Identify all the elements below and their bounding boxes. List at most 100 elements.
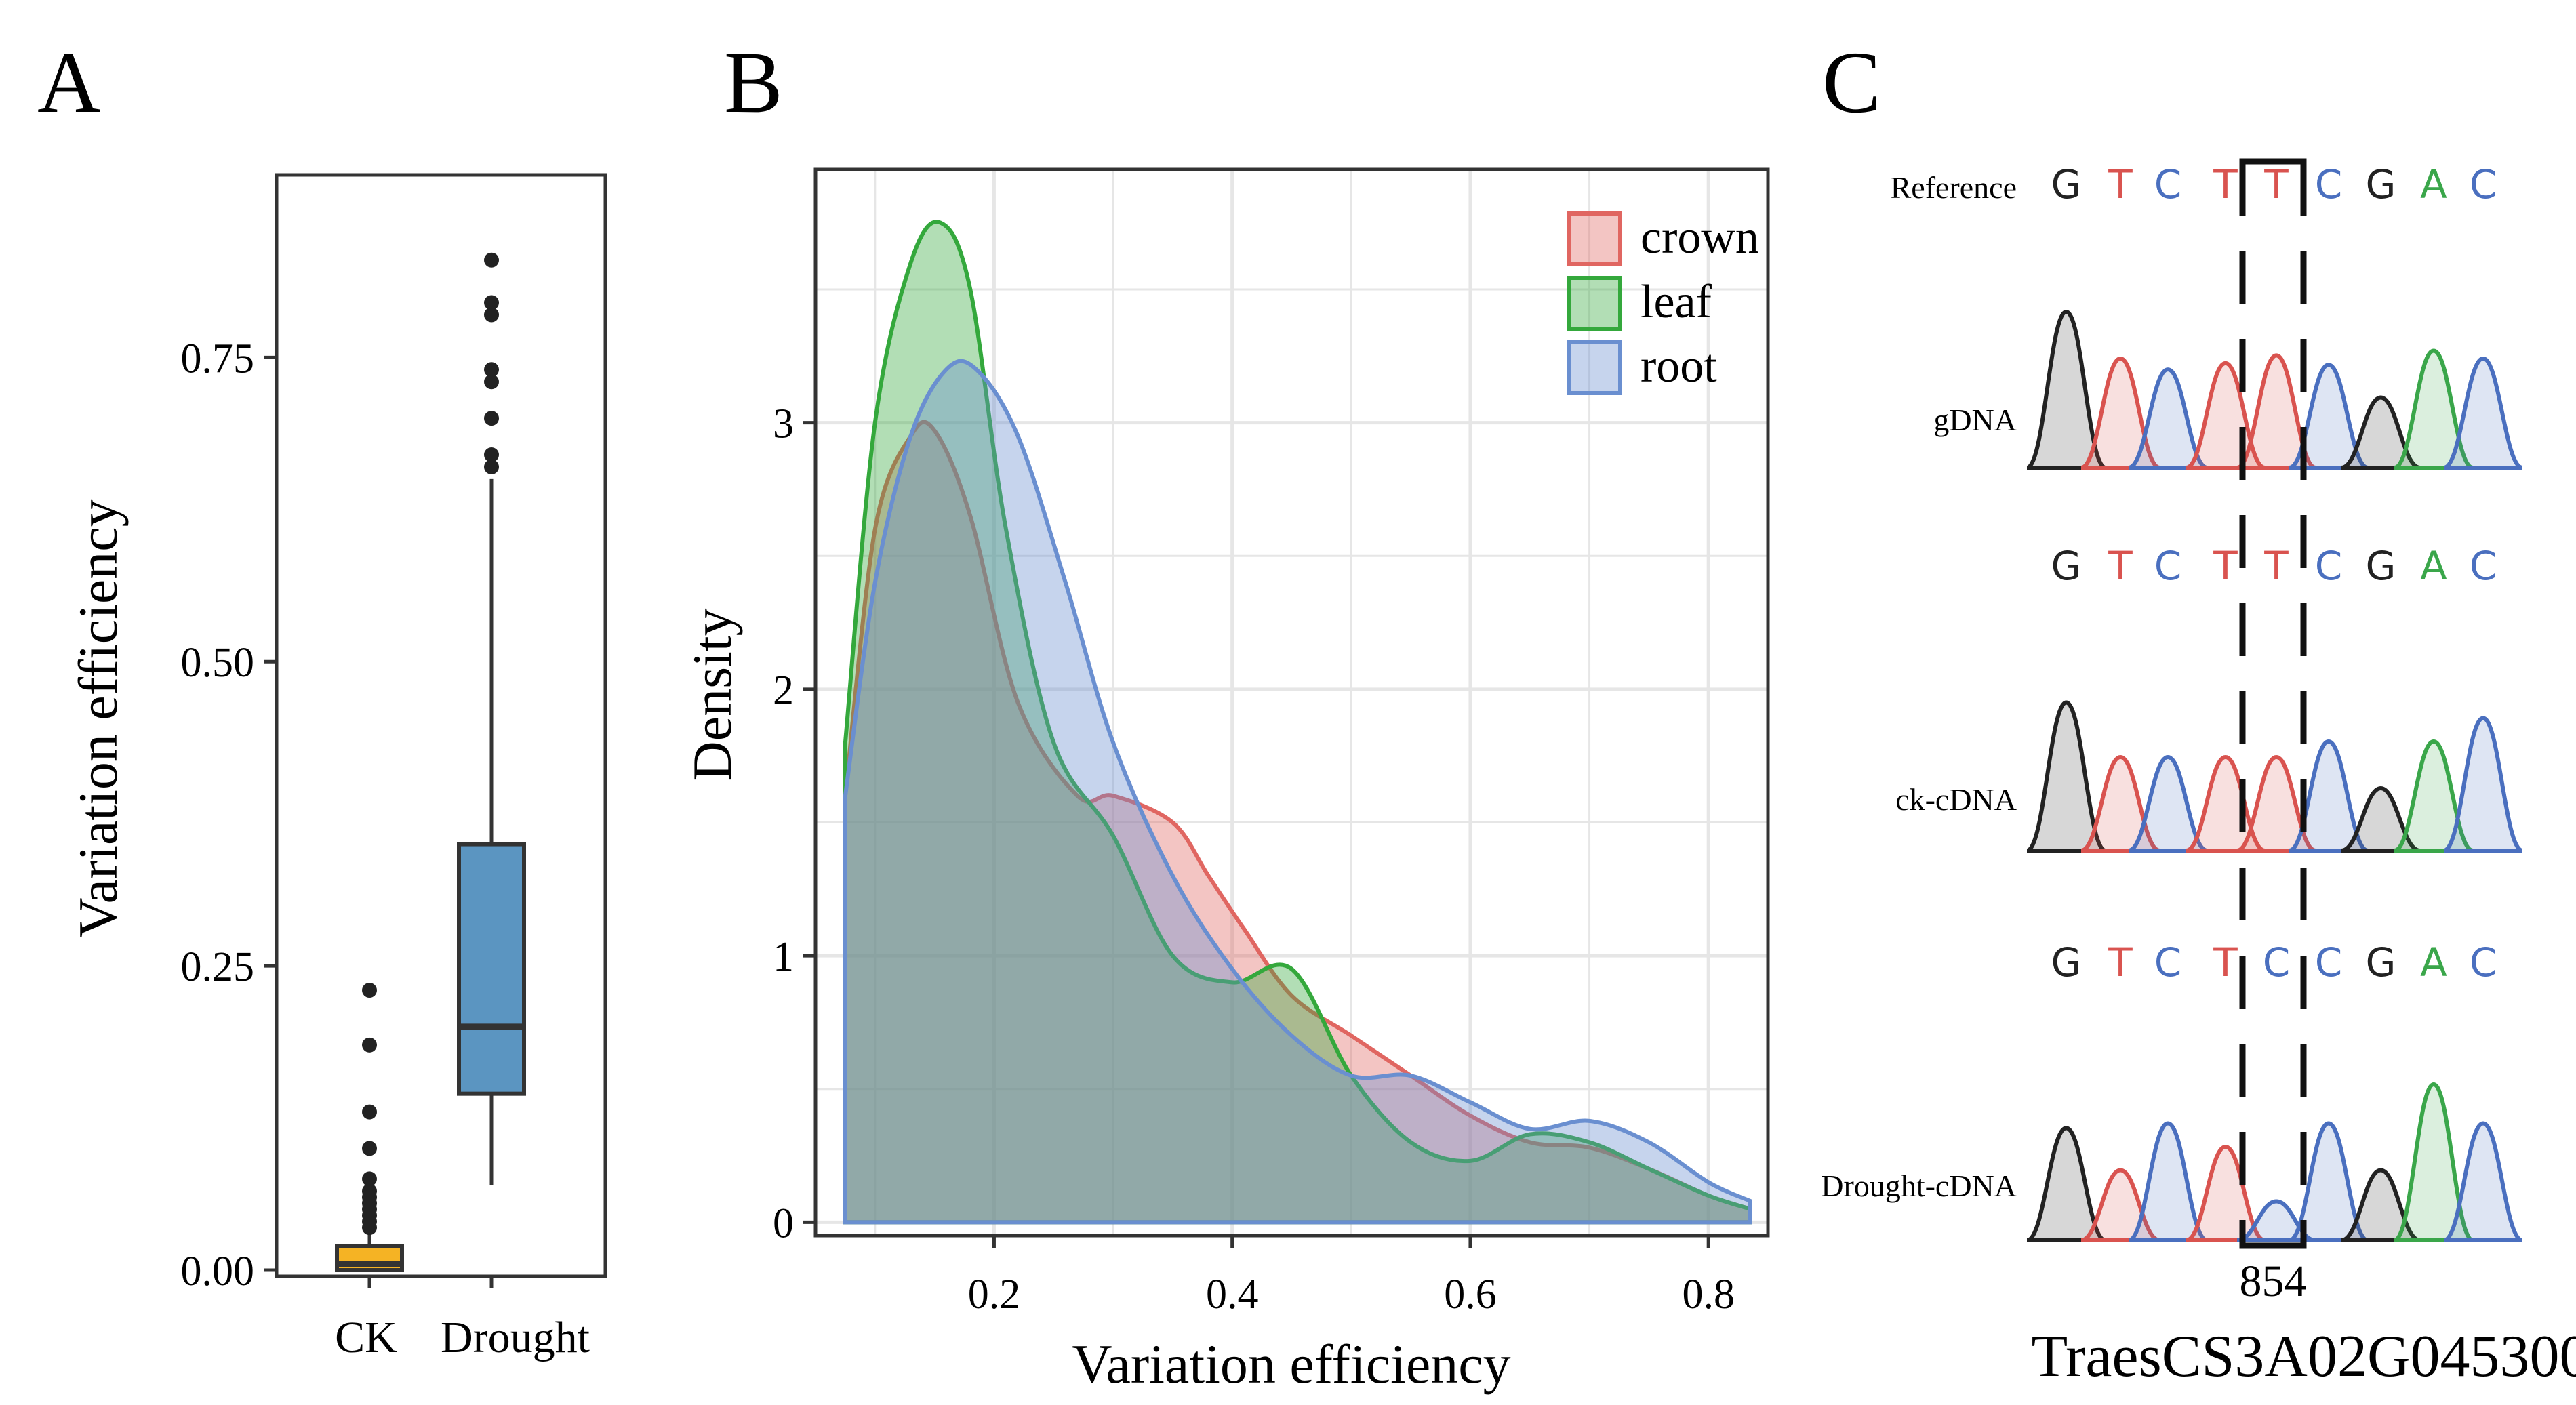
legend-label-leaf: leaf	[1641, 276, 1712, 328]
b-x-tick-label: 0.2	[968, 1271, 1021, 1318]
trace-peak-drought-cdna	[2341, 1168, 2421, 1242]
panel-a-marks	[335, 252, 526, 1273]
panel-b-grid	[816, 169, 1768, 1236]
density-area-root	[843, 359, 1752, 1225]
legend-label-root: root	[1641, 340, 1717, 392]
base-letter-ck-cdna: G	[2366, 543, 2396, 589]
a-x-tick-label-ck: CK	[335, 1313, 397, 1362]
base-letter-reference: G	[2051, 161, 2082, 207]
panel-b-letter: B	[724, 34, 783, 131]
trace-peak-ck-cdna	[2080, 754, 2160, 853]
base-letter-reference: T	[2108, 161, 2133, 207]
panel-c-letter: C	[1822, 34, 1881, 131]
base-letter-reference: G	[2366, 161, 2396, 207]
trace-peak-gdna	[2080, 356, 2161, 470]
a-y-tick-label: 0.50	[181, 640, 255, 686]
a-y-tick-label: 0.75	[181, 335, 255, 382]
panel-a: A 0.000.250.500.75 Variation efficiency …	[37, 34, 607, 1362]
row-label-gdna: gDNA	[1933, 403, 2017, 437]
trace-peak-drought-cdna	[2393, 1082, 2474, 1242]
base-letter-reference: T	[2213, 161, 2238, 207]
highlight-box	[2239, 158, 2307, 1249]
legend-swatch-crown	[1567, 211, 1622, 266]
a-x-tick-label-drought: Drought	[441, 1313, 590, 1362]
base-letter-ck-cdna: G	[2051, 543, 2082, 589]
highlight-top-bracket	[2239, 158, 2307, 178]
row-label-ck-cdna: ck-cDNA	[1895, 782, 2017, 817]
b-y-tick-label: 2	[773, 668, 794, 714]
a-y-tick-label: 0.00	[181, 1248, 255, 1295]
base-letter-reference: C	[2470, 161, 2497, 207]
trace-peak-ck-cdna	[2341, 786, 2421, 853]
base-letter-drought-cdna: C	[2315, 939, 2343, 985]
trace-peak-gdna	[2442, 356, 2524, 470]
panel-a-plot-frame	[275, 173, 607, 1278]
b-x-tick-label: 0.4	[1206, 1271, 1259, 1318]
b-x-tick-label: 0.6	[1444, 1271, 1497, 1318]
panel-b-legend: crown leaf root	[1567, 211, 1759, 395]
row-label-reference: Reference	[1891, 170, 2017, 205]
trace-peak-ck-cdna	[2026, 700, 2107, 853]
b-y-tick-label: 1	[773, 934, 794, 980]
outlier-point	[484, 411, 499, 426]
outlier-point	[362, 1104, 377, 1120]
panel-b-plot-frame	[813, 167, 1770, 1238]
panel-b-x-axis: 0.2 0.4 0.6 0.8	[968, 1236, 1735, 1318]
base-letter-drought-cdna: A	[2420, 939, 2447, 985]
sequence-letters: G T C T T C G A CG T C T T C G A CG T C T C C G A C	[2051, 161, 2497, 985]
base-letter-ck-cdna: T	[2108, 543, 2133, 589]
panel-a-y-axis-title: Variation efficiency	[67, 499, 129, 937]
outlier-point	[484, 295, 499, 310]
base-letter-ck-cdna: C	[2154, 543, 2182, 589]
outlier-point	[362, 983, 377, 998]
chromatogram-traces	[2026, 309, 2524, 1242]
panel-a-letter: A	[37, 34, 101, 131]
base-letter-reference: C	[2154, 161, 2182, 207]
outlier-point	[484, 307, 499, 323]
base-letter-ck-cdna: C	[2315, 543, 2343, 589]
base-letter-ck-cdna: C	[2470, 543, 2497, 589]
trace-peak-drought-cdna	[2127, 1121, 2209, 1242]
base-letter-drought-cdna: C	[2154, 939, 2182, 985]
outlier-point	[484, 447, 499, 462]
panel-a-x-axis: CK Drought	[335, 1276, 590, 1362]
trace-peak-ck-cdna	[2442, 716, 2524, 853]
base-letter-drought-cdna: C	[2263, 939, 2291, 985]
trace-peak-gdna	[2341, 395, 2421, 470]
base-letter-drought-cdna: T	[2213, 939, 2238, 985]
base-letter-drought-cdna: G	[2051, 939, 2082, 985]
box-drought	[457, 842, 526, 1096]
trace-peak-drought-cdna	[2442, 1121, 2524, 1242]
b-y-tick-label: 3	[773, 401, 794, 447]
legend-label-crown: crown	[1641, 211, 1759, 264]
row-label-drought-cdna: Drought-cDNA	[1821, 1168, 2017, 1203]
panel-b-background	[816, 169, 1768, 1236]
base-letter-ck-cdna: T	[2213, 543, 2238, 589]
trace-peak-gdna	[2393, 348, 2474, 470]
panel-a-y-axis: 0.00 0.25 0.50 0.75	[181, 335, 277, 1295]
outlier-point	[484, 459, 499, 474]
base-letter-ck-cdna: A	[2420, 543, 2447, 589]
legend-swatch-root	[1567, 340, 1622, 395]
outlier-point	[362, 1037, 377, 1053]
b-y-tick-label: 0	[773, 1200, 794, 1246]
outlier-point	[362, 1171, 377, 1187]
base-letter-reference: A	[2420, 161, 2447, 207]
legend-swatch-leaf	[1567, 276, 1622, 331]
base-letter-drought-cdna: G	[2366, 939, 2396, 985]
a-y-tick-label: 0.25	[181, 944, 255, 990]
base-letter-drought-cdna: C	[2470, 939, 2497, 985]
panel-b-y-axis-title: Density	[681, 608, 743, 781]
panel-b-density-areas	[843, 220, 1752, 1225]
density-area-leaf	[843, 220, 1752, 1225]
gene-label: TraesCS3A02G045300	[2031, 1324, 2576, 1389]
trace-peak-ck-cdna	[2393, 739, 2474, 853]
trace-peak-ck-cdna	[2236, 754, 2316, 853]
b-x-tick-label: 0.8	[1682, 1271, 1735, 1318]
panel-b-y-axis: 0 1 2 3	[773, 401, 816, 1246]
outlier-point	[484, 374, 499, 390]
outlier-point	[362, 1141, 377, 1156]
panel-b: B 0 1 2 3 0.2 0.4 0.6 0.8 Density Variation ef…	[681, 34, 1770, 1395]
